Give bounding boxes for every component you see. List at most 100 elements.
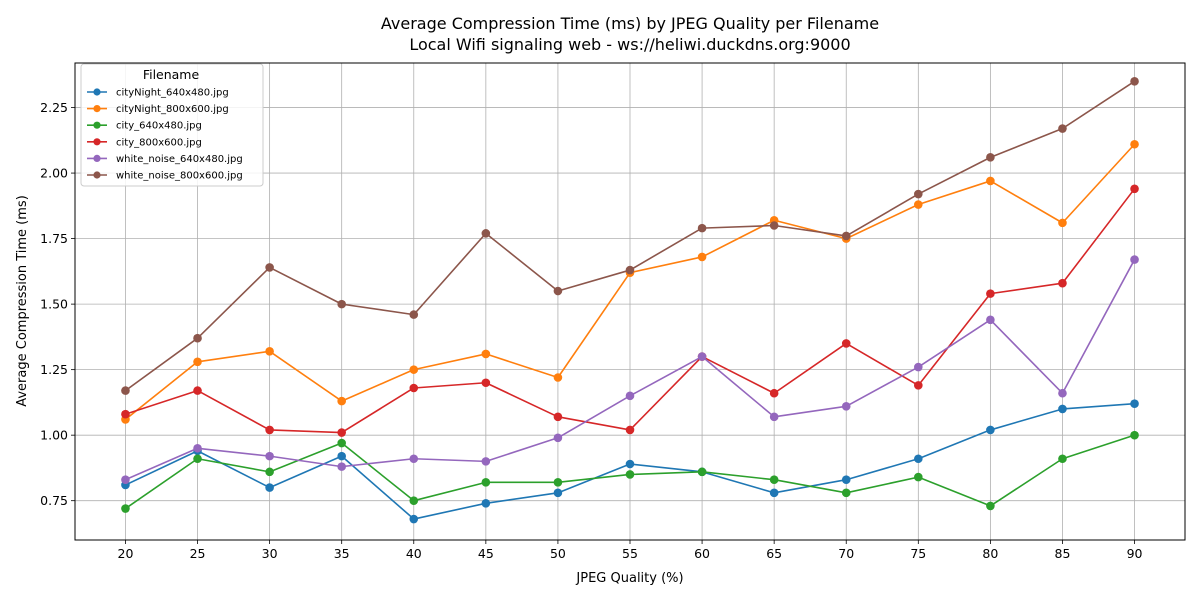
data-point [265,451,274,461]
data-point [841,488,851,498]
data-point [914,381,923,390]
legend-label: white_noise_800x600.jpg [116,171,243,182]
legend-swatch-marker [93,88,101,96]
data-point [625,470,635,479]
plot-frame [74,62,1186,541]
data-point [121,504,130,513]
legend-swatch-marker [93,105,101,113]
y-tick-label: 2.25 [40,100,68,115]
data-point [1130,255,1139,264]
data-point [1130,139,1139,149]
y-tick-label: 2.00 [40,166,68,181]
x-tick-label: 90 [1127,546,1143,561]
data-point [769,488,779,498]
data-point [914,189,923,199]
data-point [1058,278,1067,288]
data-point [409,383,419,393]
data-point [914,200,923,209]
y-tick-label: 0.75 [40,493,68,508]
data-point [337,462,346,471]
chart-subtitle: Local Wifi signaling web - ws://heliwi.d… [409,35,850,54]
data-point [481,349,491,359]
legend-swatch-marker [93,138,101,146]
data-point [337,451,346,461]
data-point [1130,184,1139,194]
x-tick-label: 70 [838,546,854,561]
data-point [986,153,995,162]
data-point [697,467,707,477]
data-point [697,352,707,361]
data-point [986,425,995,435]
data-point [1130,430,1139,440]
x-tick-label: 60 [694,546,710,561]
data-point [697,223,707,233]
data-point [337,438,346,448]
data-point [697,252,707,262]
data-point [265,346,274,356]
legend-label: city_800x600.jpg [116,137,202,148]
data-point [121,386,130,395]
chart-title: Average Compression Time (ms) by JPEG Qu… [381,14,879,33]
data-point [914,454,923,464]
data-point [409,310,419,319]
data-point [769,221,779,230]
legend-label: cityNight_800x600.jpg [116,104,229,115]
data-point [481,378,491,388]
data-point [481,478,491,487]
data-point [265,263,274,272]
data-point [769,388,779,398]
data-point [337,299,346,309]
y-tick-label: 1.75 [40,231,68,246]
legend-item: white_noise_640x480.jpg [87,154,243,165]
data-point [193,443,202,453]
legend-label: white_noise_640x480.jpg [116,154,243,165]
legend: Filename cityNight_640x480.jpg cityNight_… [80,63,264,187]
data-point [265,425,274,435]
data-point [553,433,563,443]
data-point [841,475,851,485]
data-point [481,457,491,466]
y-tick-label: 1.00 [40,428,68,443]
legend-item: cityNight_800x600.jpg [87,104,229,115]
legend-swatch-marker [93,171,101,179]
data-point [337,428,346,437]
legend-item: city_640x480.jpg [87,121,202,132]
data-point [409,514,419,524]
y-tick-label: 1.25 [40,362,68,377]
axis-ticks: 20 25 30 35 40 45 50 55 60 65 70 75 80 85 90 0.75 1.00 1.… [40,100,1142,561]
data-point [841,402,851,411]
series-3 [121,184,1139,437]
data-point [1130,399,1139,409]
x-tick-label: 75 [910,546,926,561]
data-point [914,362,923,372]
x-tick-label: 80 [982,546,998,561]
legend-item: city_800x600.jpg [87,137,202,148]
data-point [625,459,635,469]
data-point [1058,404,1067,414]
legend-item: cityNight_640x480.jpg [87,88,229,99]
data-point [193,454,202,464]
data-point [1130,77,1139,86]
x-tick-label: 30 [262,546,278,561]
data-point [625,425,635,435]
data-point [481,229,491,238]
x-tick-label: 35 [334,546,350,561]
data-point [914,472,923,482]
series-4 [121,255,1139,485]
data-point [553,478,563,487]
data-point [193,333,202,343]
legend-item: white_noise_800x600.jpg [87,171,243,182]
x-tick-label: 55 [622,546,638,561]
data-point [769,412,779,422]
data-point [409,496,419,505]
data-point [265,483,274,492]
x-tick-label: 65 [766,546,782,561]
data-point [986,501,995,511]
data-point [121,409,130,419]
data-point [841,231,851,241]
legend-label: cityNight_640x480.jpg [116,88,229,99]
data-point [553,488,563,498]
legend-swatch-marker [93,121,101,129]
legend-swatch-marker [93,154,101,162]
